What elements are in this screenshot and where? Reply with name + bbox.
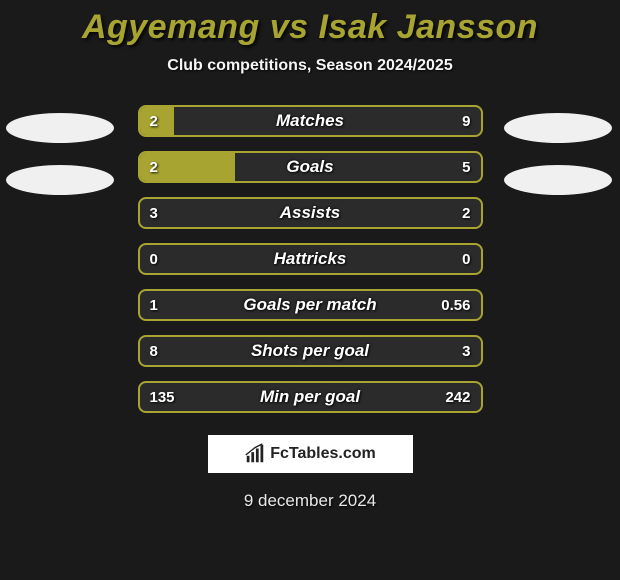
metric-label: Min per goal — [140, 387, 481, 407]
metric-value-left: 3 — [150, 205, 158, 222]
metric-row: 8Shots per goal3 — [138, 335, 483, 367]
metric-value-left: 0 — [150, 251, 158, 268]
watermark-text: FcTables.com — [270, 445, 376, 463]
metric-value-right: 0 — [462, 251, 470, 268]
metric-label: Hattricks — [140, 249, 481, 269]
metric-label: Shots per goal — [140, 341, 481, 361]
chart-icon — [244, 443, 266, 465]
metric-value-left: 8 — [150, 343, 158, 360]
metric-row: 135Min per goal242 — [138, 381, 483, 413]
metric-value-left: 2 — [150, 113, 158, 130]
chart-area: 2Matches92Goals53Assists20Hattricks01Goa… — [0, 105, 620, 413]
metric-value-right: 0.56 — [441, 297, 470, 314]
metric-value-left: 1 — [150, 297, 158, 314]
metric-value-left: 135 — [150, 389, 175, 406]
metric-value-left: 2 — [150, 159, 158, 176]
national-logo-placeholder — [504, 165, 612, 195]
watermark-badge: FcTables.com — [208, 435, 413, 473]
metric-value-right: 3 — [462, 343, 470, 360]
metric-value-right: 9 — [462, 113, 470, 130]
metric-row: 0Hattricks0 — [138, 243, 483, 275]
player-badge-right — [504, 105, 614, 195]
metric-row: 3Assists2 — [138, 197, 483, 229]
metric-label: Matches — [140, 111, 481, 131]
national-logo-placeholder — [6, 165, 114, 195]
subtitle: Club competitions, Season 2024/2025 — [0, 57, 620, 75]
metric-rows: 2Matches92Goals53Assists20Hattricks01Goa… — [138, 105, 483, 413]
club-logo-placeholder — [504, 113, 612, 143]
metric-row: 2Matches9 — [138, 105, 483, 137]
generation-date: 9 december 2024 — [0, 491, 620, 511]
metric-value-right: 2 — [462, 205, 470, 222]
metric-value-right: 5 — [462, 159, 470, 176]
metric-label: Goals — [140, 157, 481, 177]
club-logo-placeholder — [6, 113, 114, 143]
metric-row: 1Goals per match0.56 — [138, 289, 483, 321]
player-badge-left — [6, 105, 116, 195]
metric-row: 2Goals5 — [138, 151, 483, 183]
page-title: Agyemang vs Isak Jansson — [0, 8, 620, 47]
comparison-widget: Agyemang vs Isak Jansson Club competitio… — [0, 0, 620, 580]
metric-label: Goals per match — [140, 295, 481, 315]
metric-label: Assists — [140, 203, 481, 223]
metric-value-right: 242 — [445, 389, 470, 406]
